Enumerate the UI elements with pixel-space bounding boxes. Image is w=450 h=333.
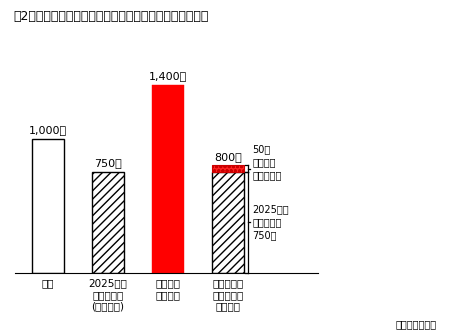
Bar (92, 172, 124, 273)
Text: 出典：筆者作成: 出典：筆者作成 (396, 320, 436, 330)
Text: 800床: 800床 (214, 152, 242, 162)
Text: 1,400床: 1,400床 (149, 71, 187, 81)
Bar (32, 139, 63, 273)
Bar (153, 85, 184, 273)
Bar (212, 166, 243, 172)
Text: 図2：感染症を織り込んだ地域医療構想見直しのイメージ: 図2：感染症を織り込んだ地域医療構想見直しのイメージ (14, 10, 209, 23)
Text: 2025年の
必要病床数
750床: 2025年の 必要病床数 750床 (252, 204, 289, 240)
Text: 1,000床: 1,000床 (29, 125, 67, 135)
Bar (212, 172, 243, 273)
Text: 750床: 750床 (94, 159, 122, 168)
Text: 50床
感染症に
備える病床: 50床 感染症に 備える病床 (252, 144, 282, 180)
